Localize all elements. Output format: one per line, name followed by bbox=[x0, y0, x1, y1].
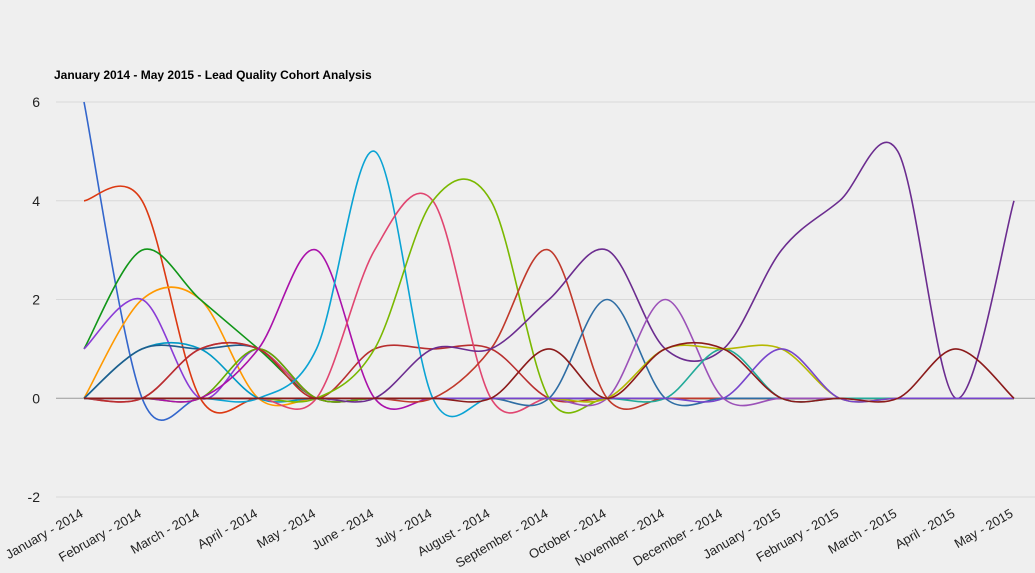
series-line-5 bbox=[83, 297, 1014, 403]
series-line-4 bbox=[83, 248, 1014, 403]
x-tick-label: June - 2014 bbox=[309, 506, 376, 553]
y-tick-label: 6 bbox=[32, 94, 40, 110]
y-tick-label: -2 bbox=[28, 489, 41, 505]
series-line-17 bbox=[84, 298, 1014, 407]
series-line-18 bbox=[84, 298, 1014, 407]
series-line-19 bbox=[84, 348, 1014, 403]
y-tick-label: 4 bbox=[32, 193, 40, 209]
series-line-8 bbox=[83, 341, 1014, 403]
series-line-6 bbox=[83, 341, 1014, 403]
gridlines bbox=[56, 101, 1035, 498]
series-line-7 bbox=[83, 344, 1014, 403]
series-line-22 bbox=[84, 341, 1015, 403]
y-axis-ticks: 6 4 2 0 -2 bbox=[28, 94, 41, 505]
series-line-16 bbox=[84, 141, 1015, 403]
series-lines bbox=[83, 101, 1015, 421]
series-line-13 bbox=[84, 192, 1014, 414]
y-tick-label: 2 bbox=[32, 292, 40, 308]
x-tick-label: May - 2014 bbox=[254, 506, 318, 552]
y-tick-label: 0 bbox=[32, 390, 40, 406]
x-tick-label: May - 2015 bbox=[952, 506, 1016, 552]
series-line-21 bbox=[84, 348, 1014, 403]
x-tick-label: April - 2015 bbox=[892, 506, 957, 552]
x-tick-label: April - 2014 bbox=[195, 506, 260, 552]
chart-title: January 2014 - May 2015 - Lead Quality C… bbox=[54, 68, 372, 82]
series-line-10 bbox=[83, 341, 1014, 403]
series-line-9 bbox=[84, 348, 1014, 403]
series-line-11 bbox=[84, 249, 1014, 410]
series-line-20 bbox=[84, 344, 1014, 403]
